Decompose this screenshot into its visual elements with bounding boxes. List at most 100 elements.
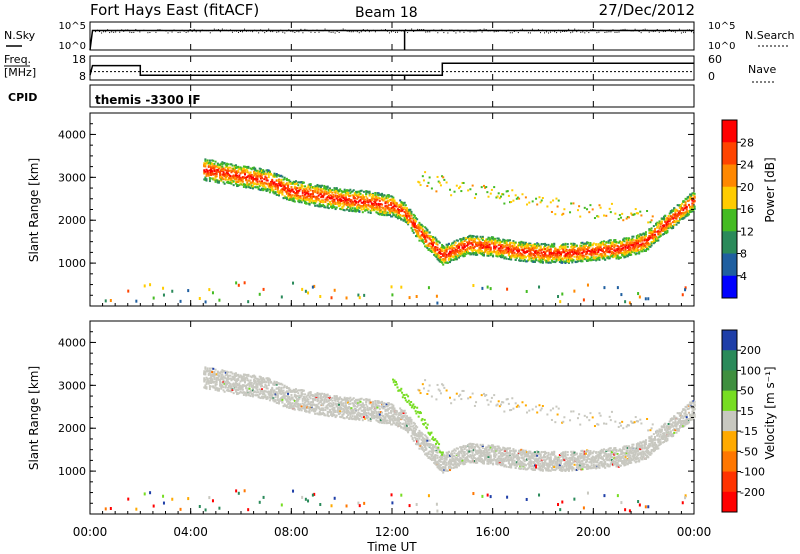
power-cell [450, 255, 453, 258]
power-cell [510, 258, 513, 261]
power-cell [683, 211, 686, 214]
power-cell [610, 250, 613, 253]
power-cell [355, 202, 358, 205]
power-cell [630, 212, 633, 215]
power-cell [657, 222, 660, 225]
power-cell [606, 256, 609, 259]
power-cell [296, 192, 299, 195]
power-cell [317, 185, 320, 188]
power-cell [493, 186, 496, 189]
power-cell [425, 234, 428, 237]
power-cell [580, 255, 583, 258]
velocity-cell [242, 375, 245, 378]
power-cell [265, 169, 268, 172]
power-cell [486, 191, 489, 194]
power-cell [582, 250, 585, 253]
power-cell [478, 239, 481, 242]
power-cell [486, 248, 489, 251]
power-cell [341, 202, 344, 205]
power-cell [377, 196, 380, 199]
power-cell [687, 213, 690, 216]
power-cell [267, 182, 270, 185]
power-cell [253, 172, 256, 175]
power-cell [369, 193, 372, 196]
power-cell [307, 202, 310, 205]
power-cell [435, 246, 438, 249]
power-cell [326, 204, 329, 207]
power-cell [608, 239, 611, 242]
power-cell [370, 207, 373, 210]
velocity-cell [245, 386, 248, 389]
power-cell [344, 193, 347, 196]
power-cell [330, 194, 333, 197]
power-cell [339, 202, 342, 205]
power-cell [291, 199, 294, 202]
power-cell [370, 209, 373, 212]
power-cell [319, 193, 322, 196]
power-cell [608, 250, 611, 253]
power-cell [595, 256, 598, 259]
power-cell [449, 250, 452, 253]
power-cell [674, 216, 677, 219]
power-cell [510, 251, 513, 254]
power-cell [356, 194, 359, 197]
power-cell [307, 184, 310, 187]
power-cell [575, 260, 578, 263]
power-cell [640, 238, 643, 241]
power-cell [232, 176, 235, 179]
power-cell [660, 217, 663, 220]
nsearch-dot [380, 29, 382, 31]
power-cell [256, 180, 259, 183]
power-cell [529, 250, 532, 253]
power-cell [203, 164, 206, 167]
nsearch-dot [642, 29, 644, 31]
velocity-cell [203, 373, 206, 376]
power-cell [539, 201, 542, 204]
power-cell [393, 209, 396, 212]
velocity-cell [254, 394, 257, 397]
power-cell [237, 178, 240, 181]
power-cell [301, 194, 304, 197]
power-cell [421, 234, 424, 237]
nsearch-dot [531, 28, 533, 30]
power-cell [415, 294, 418, 298]
power-cell [571, 259, 574, 262]
power-cell [622, 252, 625, 255]
power-cell [373, 197, 376, 200]
power-cell [541, 254, 544, 257]
power-cell [290, 182, 293, 185]
power-cell [311, 187, 314, 190]
power-cell [533, 260, 536, 263]
power-cell [224, 166, 227, 169]
power-cell [540, 248, 543, 251]
power-cell [442, 257, 445, 260]
velocity-cell [251, 386, 254, 389]
power-cell [349, 207, 352, 210]
power-cell [288, 189, 291, 192]
power-cell [219, 163, 222, 166]
power-cell [569, 255, 572, 258]
power-cell [488, 246, 491, 249]
power-cell [580, 241, 583, 244]
power-cell [358, 190, 361, 193]
power-cell [668, 224, 671, 227]
power-cell [502, 238, 505, 241]
power-cell [475, 253, 478, 256]
power-cell [401, 201, 404, 204]
power-cell [342, 196, 345, 199]
power-cell [280, 174, 283, 177]
power-cell [596, 246, 599, 249]
power-cell [476, 249, 479, 252]
nsearch-dot [684, 31, 686, 33]
power-cell [292, 200, 295, 203]
power-cell [455, 184, 458, 187]
power-cell [453, 258, 456, 261]
nsearch-dot [197, 30, 199, 32]
power-cell [515, 256, 518, 259]
power-cell [676, 204, 679, 207]
power-cell [407, 215, 410, 218]
nsearch-dot [115, 31, 117, 33]
power-cell [498, 253, 501, 256]
nsearch-dot [664, 31, 666, 33]
power-cell [407, 219, 410, 222]
